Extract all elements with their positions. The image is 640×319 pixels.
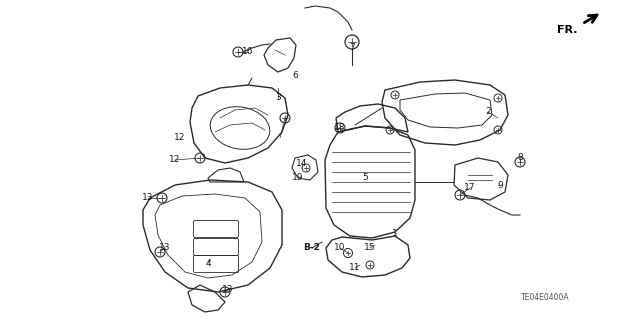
- Text: 5: 5: [362, 174, 368, 182]
- Text: 8: 8: [517, 153, 523, 162]
- Text: 13: 13: [159, 243, 171, 253]
- Text: 16: 16: [243, 48, 253, 56]
- Text: 10: 10: [334, 243, 346, 253]
- Text: 1: 1: [392, 228, 398, 238]
- Text: 18: 18: [334, 123, 346, 132]
- Text: 3: 3: [275, 93, 281, 102]
- Text: B-2: B-2: [303, 243, 321, 253]
- Text: 19: 19: [292, 174, 304, 182]
- Text: TE04E0400A: TE04E0400A: [521, 293, 570, 302]
- Text: 13: 13: [142, 194, 154, 203]
- Text: 13: 13: [222, 286, 234, 294]
- Text: 14: 14: [296, 159, 308, 167]
- Text: 2: 2: [485, 108, 491, 116]
- Text: 17: 17: [464, 183, 476, 192]
- Text: FR.: FR.: [557, 25, 578, 35]
- Text: 7: 7: [349, 43, 355, 53]
- Text: 12: 12: [170, 155, 180, 165]
- Text: 15: 15: [364, 243, 376, 253]
- Text: 4: 4: [205, 258, 211, 268]
- Text: 6: 6: [292, 70, 298, 79]
- Text: 11: 11: [349, 263, 361, 272]
- Text: 12: 12: [174, 133, 186, 143]
- Text: 9: 9: [497, 181, 503, 189]
